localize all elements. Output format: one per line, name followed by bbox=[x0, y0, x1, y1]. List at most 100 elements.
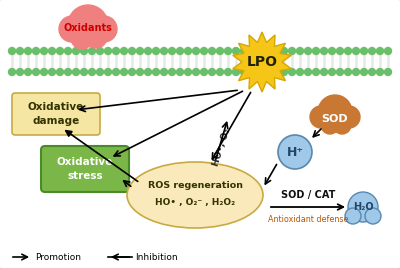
Circle shape bbox=[216, 47, 224, 54]
Text: HO•, O₂⁻: HO•, O₂⁻ bbox=[211, 123, 233, 167]
Circle shape bbox=[272, 69, 280, 76]
Text: H₂O: H₂O bbox=[353, 202, 373, 212]
Circle shape bbox=[71, 27, 93, 49]
Circle shape bbox=[256, 69, 264, 76]
Circle shape bbox=[184, 47, 192, 54]
Circle shape bbox=[360, 69, 368, 76]
Circle shape bbox=[240, 69, 248, 76]
Circle shape bbox=[8, 69, 16, 76]
Circle shape bbox=[272, 47, 280, 54]
Circle shape bbox=[318, 95, 352, 129]
Circle shape bbox=[278, 135, 312, 169]
Circle shape bbox=[56, 47, 64, 54]
Text: Inhibition: Inhibition bbox=[135, 252, 178, 262]
Circle shape bbox=[136, 69, 144, 76]
Circle shape bbox=[360, 47, 368, 54]
Circle shape bbox=[91, 16, 117, 42]
Circle shape bbox=[8, 47, 16, 54]
Circle shape bbox=[240, 47, 248, 54]
Circle shape bbox=[16, 47, 24, 54]
Circle shape bbox=[72, 47, 80, 54]
Circle shape bbox=[128, 69, 136, 76]
Circle shape bbox=[88, 69, 96, 76]
Circle shape bbox=[192, 69, 200, 76]
Circle shape bbox=[224, 69, 232, 76]
Circle shape bbox=[216, 69, 224, 76]
Circle shape bbox=[104, 47, 112, 54]
Circle shape bbox=[328, 47, 336, 54]
Circle shape bbox=[59, 16, 85, 42]
Circle shape bbox=[208, 47, 216, 54]
Circle shape bbox=[304, 69, 312, 76]
Circle shape bbox=[24, 47, 32, 54]
Circle shape bbox=[168, 47, 176, 54]
Circle shape bbox=[192, 47, 200, 54]
Circle shape bbox=[56, 69, 64, 76]
Circle shape bbox=[96, 47, 104, 54]
Circle shape bbox=[224, 47, 232, 54]
Circle shape bbox=[68, 5, 108, 45]
Circle shape bbox=[384, 69, 392, 76]
Circle shape bbox=[64, 69, 72, 76]
Circle shape bbox=[80, 47, 88, 54]
Circle shape bbox=[144, 47, 152, 54]
Text: HO• , O₂⁻ , H₂O₂: HO• , O₂⁻ , H₂O₂ bbox=[155, 198, 235, 207]
Circle shape bbox=[104, 69, 112, 76]
Text: Oxidative: Oxidative bbox=[57, 157, 113, 167]
Circle shape bbox=[232, 47, 240, 54]
Circle shape bbox=[96, 69, 104, 76]
Text: stress: stress bbox=[67, 171, 103, 181]
Circle shape bbox=[160, 69, 168, 76]
Circle shape bbox=[304, 47, 312, 54]
Circle shape bbox=[336, 69, 344, 76]
Text: ROS regeneration: ROS regeneration bbox=[148, 181, 242, 191]
Circle shape bbox=[338, 106, 360, 128]
Circle shape bbox=[320, 69, 328, 76]
Circle shape bbox=[280, 47, 288, 54]
Circle shape bbox=[32, 69, 40, 76]
Circle shape bbox=[128, 47, 136, 54]
Circle shape bbox=[352, 69, 360, 76]
Circle shape bbox=[348, 192, 378, 222]
Circle shape bbox=[40, 47, 48, 54]
Circle shape bbox=[288, 69, 296, 76]
Circle shape bbox=[120, 47, 128, 54]
Circle shape bbox=[264, 69, 272, 76]
Circle shape bbox=[248, 69, 256, 76]
Circle shape bbox=[296, 47, 304, 54]
Circle shape bbox=[365, 208, 381, 224]
Circle shape bbox=[280, 69, 288, 76]
Text: Promotion: Promotion bbox=[35, 252, 81, 262]
Circle shape bbox=[344, 47, 352, 54]
Circle shape bbox=[24, 69, 32, 76]
Circle shape bbox=[176, 47, 184, 54]
Text: Oxidants: Oxidants bbox=[64, 23, 112, 33]
Circle shape bbox=[296, 69, 304, 76]
Circle shape bbox=[320, 47, 328, 54]
Text: SOD: SOD bbox=[322, 114, 348, 124]
Text: damage: damage bbox=[32, 116, 80, 126]
Text: Oxidative: Oxidative bbox=[28, 102, 84, 112]
Circle shape bbox=[144, 69, 152, 76]
Circle shape bbox=[200, 47, 208, 54]
Circle shape bbox=[376, 47, 384, 54]
Circle shape bbox=[248, 47, 256, 54]
Circle shape bbox=[152, 69, 160, 76]
Circle shape bbox=[40, 69, 48, 76]
Circle shape bbox=[160, 47, 168, 54]
Circle shape bbox=[368, 47, 376, 54]
Circle shape bbox=[344, 69, 352, 76]
Ellipse shape bbox=[127, 162, 263, 228]
Circle shape bbox=[184, 69, 192, 76]
Polygon shape bbox=[233, 32, 291, 92]
Circle shape bbox=[48, 69, 56, 76]
Circle shape bbox=[368, 69, 376, 76]
Circle shape bbox=[312, 47, 320, 54]
Circle shape bbox=[264, 47, 272, 54]
FancyBboxPatch shape bbox=[12, 93, 100, 135]
Text: LPO: LPO bbox=[246, 55, 278, 69]
Circle shape bbox=[321, 116, 339, 134]
Circle shape bbox=[112, 69, 120, 76]
Circle shape bbox=[120, 69, 128, 76]
Circle shape bbox=[32, 47, 40, 54]
